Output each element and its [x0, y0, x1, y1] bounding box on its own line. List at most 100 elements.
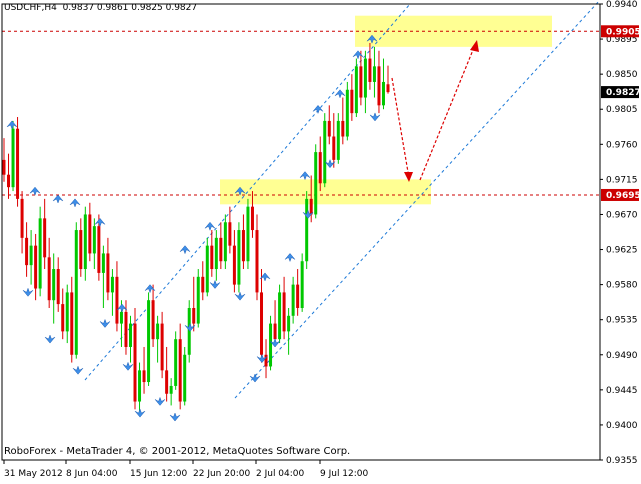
fractals-layer: [6, 34, 381, 422]
candle-bear: [368, 58, 372, 82]
copyright-text: RoboForex - MetaTrader 4, © 2001-2012, M…: [4, 446, 351, 457]
price-tick-label: 0.9850: [606, 70, 638, 80]
candle-bear: [228, 222, 232, 246]
candle-bull: [119, 311, 123, 324]
candle-bull: [174, 339, 178, 386]
candle-bear: [16, 128, 20, 199]
fractal-down-icon: [44, 334, 56, 344]
arrow-head-up-icon: [470, 40, 479, 52]
fractal-up-icon: [259, 272, 271, 282]
forecast-arrows: [391, 40, 479, 182]
price-tick-label: 0.9625: [606, 246, 638, 256]
channel-lower-line: [234, 0, 601, 399]
candle-bull: [156, 323, 160, 340]
candle-bull: [128, 323, 132, 347]
time-tick-label: 2 Jul 04:00: [256, 469, 305, 479]
candle-bull: [52, 269, 56, 301]
level-label: 0.9695: [606, 191, 641, 201]
candle-bear: [47, 257, 51, 301]
candle-bear: [133, 323, 137, 402]
candle-bull: [38, 218, 42, 289]
candle-bull: [246, 206, 250, 262]
candle-bear: [255, 230, 259, 293]
fractal-down-icon: [122, 361, 134, 371]
candle-bear: [377, 66, 381, 106]
fractal-down-icon: [154, 396, 166, 406]
fractal-up-icon: [299, 171, 311, 181]
candle-bull: [74, 230, 78, 355]
fractal-up-icon: [204, 221, 216, 231]
ohlc-values: 0.9837 0.9861 0.9825 0.9827: [62, 3, 198, 13]
price-tick-label: 0.9490: [606, 351, 638, 361]
fractal-up-icon: [179, 245, 191, 255]
candle-bull: [101, 253, 105, 273]
fractal-down-icon: [184, 322, 196, 332]
current-price-label: 0.9827: [606, 88, 641, 98]
candle-bull: [323, 120, 327, 184]
candle-bull: [147, 300, 151, 383]
fractal-down-icon: [169, 412, 181, 422]
fractal-down-icon: [134, 408, 146, 418]
fractal-down-icon: [269, 338, 281, 348]
candle-bull: [196, 276, 200, 324]
candle-bull: [336, 120, 340, 160]
candle-bear: [318, 152, 322, 184]
fractal-down-icon: [369, 112, 381, 122]
candle-bull: [269, 323, 273, 367]
candle-bear: [43, 218, 47, 258]
candle-bear: [327, 120, 331, 137]
fractal-down-icon: [324, 158, 336, 169]
candle-bear: [34, 245, 38, 289]
candle-bull: [169, 385, 173, 394]
candle-bull: [363, 58, 367, 98]
fractal-down-icon: [72, 365, 84, 375]
price-tick-label: 0.9445: [606, 386, 638, 396]
candle-bull: [65, 292, 69, 332]
candle-bull: [83, 214, 87, 270]
price-tick-label: 0.9400: [606, 421, 638, 431]
candle-bull: [314, 152, 318, 215]
candle-bear: [88, 214, 92, 254]
fractal-up-icon: [366, 34, 378, 44]
plot-frame: [1, 3, 601, 461]
price-tick-label: 0.9355: [606, 456, 638, 466]
candle-bear: [296, 284, 300, 308]
fractal-down-icon: [234, 291, 246, 301]
fractal-down-icon: [22, 287, 34, 297]
level-label-box: [601, 188, 639, 201]
fractal-down-icon: [99, 318, 111, 328]
fractal-up-icon: [116, 303, 128, 313]
time-tick-label: 9 Jul 12:00: [320, 469, 369, 479]
price-tick-label: 0.9535: [606, 316, 638, 326]
candle-bull: [372, 66, 376, 82]
price-axis: 0.9940 0.9895 0.9850 0.9805 0.9760 0.9715 0.96…: [1, 0, 641, 466]
fractal-up-icon: [352, 50, 364, 60]
fractal-up-icon: [312, 104, 324, 115]
symbol-header: USDCHF,H4 0.9837 0.9861 0.9825 0.9827: [4, 3, 197, 13]
fractal-up-icon: [52, 194, 64, 204]
forecast-down-arrow: [391, 77, 410, 179]
candle-bear: [160, 323, 164, 371]
fractal-up-icon: [29, 186, 41, 196]
candle-bear: [115, 276, 119, 324]
candle-bull: [92, 226, 96, 254]
candle-bear: [124, 311, 128, 347]
candle-bull: [214, 237, 218, 270]
fractal-down-icon: [249, 373, 261, 383]
candle-bear: [232, 245, 236, 285]
candle-bear: [192, 308, 196, 324]
current-price-box: [601, 86, 639, 99]
candle-bear: [61, 304, 65, 332]
candle-bear: [2, 159, 6, 175]
candle-bull: [278, 292, 282, 340]
price-tick-label: 0.9580: [606, 281, 638, 291]
price-tick-label: 0.9940: [606, 0, 638, 10]
candle-bear: [386, 84, 390, 93]
candle-bear: [309, 198, 313, 215]
candle-bull: [11, 128, 15, 188]
candle-bull: [183, 354, 187, 402]
candle-bull: [300, 261, 304, 308]
zones-layer: [220, 15, 552, 205]
